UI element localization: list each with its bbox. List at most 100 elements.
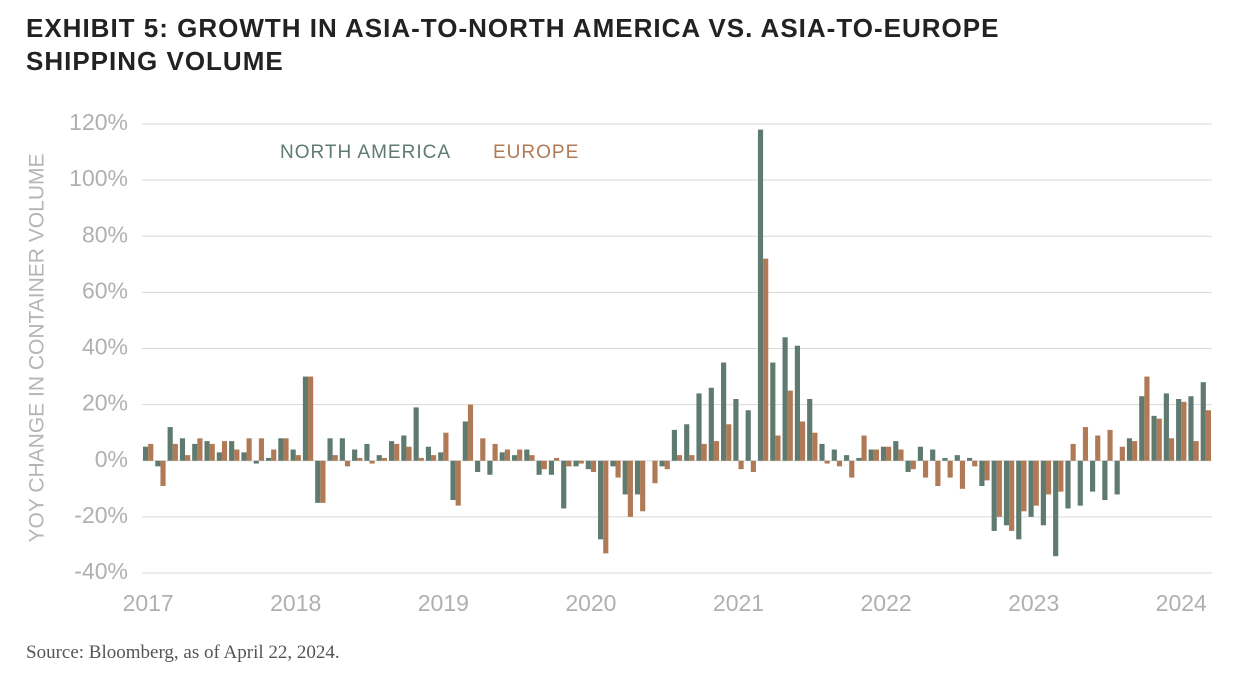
bar xyxy=(431,455,437,461)
x-tick-label: 2021 xyxy=(713,590,764,616)
bar xyxy=(652,460,658,484)
bar xyxy=(824,460,830,464)
chart-title: EXHIBIT 5: GROWTH IN ASIA-TO-NORTH AMERI… xyxy=(26,13,1000,76)
bar xyxy=(917,446,923,461)
bar xyxy=(529,455,535,461)
bar xyxy=(192,443,198,461)
bar xyxy=(935,460,941,487)
bar xyxy=(972,460,978,467)
bar xyxy=(185,455,191,461)
bar xyxy=(511,455,518,461)
bar xyxy=(148,443,154,461)
bar xyxy=(954,455,960,461)
bar xyxy=(357,457,363,461)
bar xyxy=(295,455,301,461)
bar xyxy=(554,457,560,461)
bar xyxy=(376,455,382,461)
bar xyxy=(1176,399,1182,461)
bar xyxy=(922,460,929,478)
x-tick-label: 2019 xyxy=(418,590,469,616)
bar xyxy=(733,399,739,461)
bar xyxy=(905,460,911,472)
bar xyxy=(942,457,948,461)
bar xyxy=(1058,460,1064,492)
bar xyxy=(1119,446,1125,461)
bar xyxy=(775,435,781,461)
bar xyxy=(807,399,813,461)
bar xyxy=(1065,460,1071,509)
bar xyxy=(1144,376,1150,461)
x-tick-label: 2024 xyxy=(1156,590,1207,616)
legend-label: NORTH AMERICA xyxy=(280,142,451,163)
bar xyxy=(241,452,247,461)
y-tick-label: 80% xyxy=(82,221,128,247)
bar xyxy=(548,460,555,475)
bar xyxy=(504,449,510,461)
bar xyxy=(868,449,874,461)
bar xyxy=(1003,460,1010,526)
bar xyxy=(1089,460,1096,492)
bar xyxy=(684,424,690,461)
bar xyxy=(1200,382,1206,461)
bar xyxy=(499,452,505,461)
bar xyxy=(1193,441,1199,461)
bar xyxy=(893,441,899,461)
bar xyxy=(590,460,597,472)
y-tick-label: -40% xyxy=(74,558,128,584)
bar xyxy=(836,460,843,467)
bar xyxy=(541,460,547,470)
bar xyxy=(664,460,670,470)
bar xyxy=(726,424,732,461)
bar xyxy=(216,452,222,461)
bar xyxy=(898,449,904,461)
bar xyxy=(1163,393,1169,461)
bar xyxy=(394,443,400,461)
bar xyxy=(315,460,321,503)
bar xyxy=(750,460,756,472)
bar xyxy=(1156,418,1162,461)
bar xyxy=(799,421,806,461)
bar xyxy=(258,438,265,461)
bar xyxy=(283,438,289,461)
bar xyxy=(480,438,486,461)
bar xyxy=(659,460,665,467)
bar xyxy=(757,129,764,461)
bar xyxy=(1126,438,1133,461)
bar xyxy=(787,390,793,461)
bar xyxy=(708,387,714,461)
bar xyxy=(1114,460,1120,495)
bar xyxy=(930,449,936,461)
bar xyxy=(1107,429,1113,461)
bar xyxy=(598,460,604,540)
bar xyxy=(615,460,621,478)
y-tick-label: 20% xyxy=(82,390,128,416)
bar xyxy=(418,457,424,461)
bar xyxy=(197,438,203,461)
bar xyxy=(234,449,240,461)
bar xyxy=(425,446,432,461)
bar xyxy=(763,258,769,461)
bar xyxy=(578,460,584,464)
bar xyxy=(573,460,579,467)
y-tick-label: 40% xyxy=(82,334,128,360)
bar xyxy=(369,460,375,464)
bar xyxy=(770,362,776,461)
bar xyxy=(160,460,166,487)
bar xyxy=(167,427,173,461)
y-tick-label: 0% xyxy=(95,446,128,472)
bar xyxy=(561,460,567,509)
bar xyxy=(320,460,326,503)
bar xyxy=(344,460,351,467)
bar xyxy=(381,457,387,461)
bar xyxy=(873,449,879,461)
bar xyxy=(984,460,990,481)
legend-label: EUROPE xyxy=(493,142,579,163)
bar xyxy=(1028,460,1034,517)
bar xyxy=(401,435,407,461)
bar xyxy=(701,443,707,461)
bar xyxy=(831,449,837,461)
bar xyxy=(1151,415,1157,461)
bar xyxy=(627,460,633,517)
bar xyxy=(812,432,818,461)
bar xyxy=(886,446,892,461)
